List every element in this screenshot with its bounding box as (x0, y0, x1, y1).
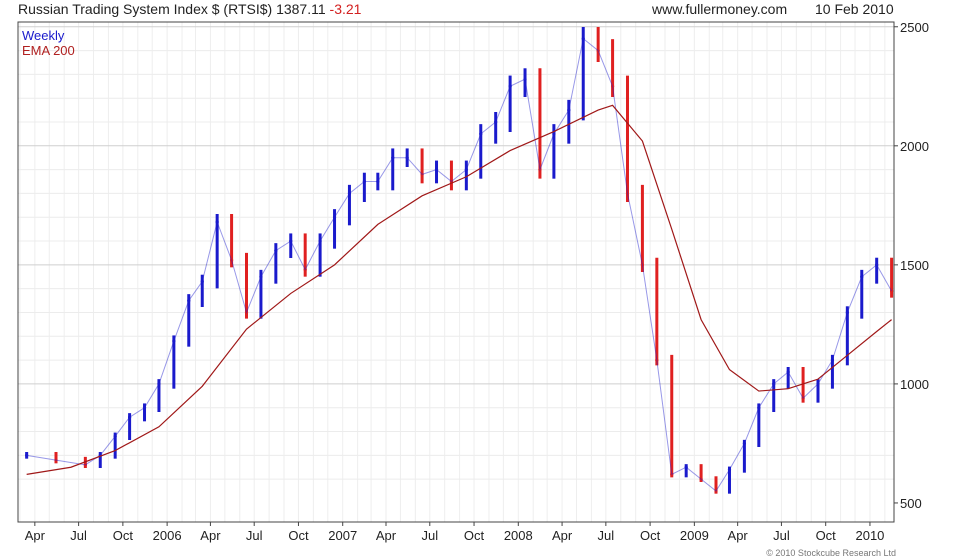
price-point (200, 279, 204, 284)
price-point (434, 168, 439, 172)
x-tick-label: Oct (113, 528, 134, 543)
price-point (757, 406, 761, 410)
x-tick-label: Jul (70, 528, 87, 543)
price-point (816, 382, 820, 386)
price-point (187, 298, 191, 303)
price-point (581, 37, 585, 41)
y-tick-label: 2000 (900, 139, 929, 154)
price-point (610, 84, 615, 88)
price-point (229, 258, 234, 262)
price-point (523, 77, 527, 81)
price-point (875, 263, 879, 267)
last-value: 1387.11 (276, 1, 326, 17)
x-tick-label: Apr (200, 528, 221, 543)
price-point (670, 472, 674, 476)
price-point (376, 179, 380, 184)
price-line (26, 37, 893, 492)
price-point (742, 441, 746, 446)
price-point (362, 179, 366, 184)
price-point (845, 310, 849, 315)
x-tick-label: 2008 (504, 528, 533, 543)
price-point (714, 489, 718, 493)
x-tick-label: Oct (816, 528, 837, 543)
x-tick-label: Jul (598, 528, 615, 543)
index-title: Russian Trading System Index $ (RTSI$) (18, 1, 273, 17)
chart-date: 10 Feb 2010 (815, 1, 894, 17)
price-point (405, 156, 409, 160)
price-point (172, 339, 176, 343)
price-point (801, 396, 805, 400)
price-point (113, 434, 117, 438)
price-point (25, 453, 29, 457)
price-point (420, 172, 424, 176)
x-tick-label: 2010 (855, 528, 884, 543)
x-tick-label: 2006 (153, 528, 182, 543)
price-point (318, 239, 322, 243)
legend-weekly: Weekly (22, 28, 65, 43)
y-tick-label: 2500 (900, 20, 929, 35)
x-tick-label: Apr (552, 528, 573, 543)
price-point (244, 310, 249, 315)
y-tick-label: 500 (900, 496, 922, 511)
price-point (699, 477, 703, 481)
price-point (772, 382, 776, 386)
price-point (289, 239, 293, 243)
price-point (830, 358, 835, 362)
copyright-note: © 2010 Stockcube Research Ltd (766, 548, 896, 558)
x-tick-label: Oct (288, 528, 309, 543)
chart-header: Russian Trading System Index $ (RTSI$) 1… (0, 0, 900, 20)
price-point (494, 120, 498, 124)
price-point (332, 215, 337, 219)
x-tick-label: Apr (25, 528, 46, 543)
price-point (128, 415, 132, 419)
price-point (274, 248, 278, 253)
price-point (567, 108, 571, 112)
change-value: -3.21 (329, 1, 362, 17)
y-tick-label: 1500 (900, 258, 929, 273)
x-tick-label: 2007 (328, 528, 357, 543)
price-point (54, 458, 58, 462)
y-tick-label: 1000 (900, 377, 929, 392)
price-point (625, 191, 630, 196)
chart-legend: Weekly EMA 200 (22, 28, 75, 58)
price-point (640, 263, 645, 267)
price-point (479, 132, 483, 136)
price-point (83, 463, 87, 467)
price-point (889, 289, 894, 293)
price-point (259, 275, 263, 279)
source-site: www.fullermoney.com (652, 1, 788, 17)
x-tick-label: Apr (728, 528, 749, 543)
price-point (860, 275, 864, 279)
x-tick-label: Apr (376, 528, 397, 543)
x-tick-label: 2009 (680, 528, 709, 543)
price-point (508, 84, 512, 88)
price-point (538, 168, 542, 172)
price-point (391, 156, 395, 160)
price-point (157, 382, 161, 386)
plot-frame (17, 21, 895, 523)
price-point (142, 406, 147, 410)
x-tick-label: Oct (464, 528, 485, 543)
x-tick-label: Jul (773, 528, 790, 543)
index-title-line: Russian Trading System Index $ (RTSI$) 1… (18, 1, 361, 17)
x-tick-label: Oct (640, 528, 661, 543)
price-point (684, 465, 688, 469)
legend-ema: EMA 200 (22, 43, 75, 58)
price-point (727, 468, 732, 472)
price-point (655, 358, 659, 362)
price-point (464, 168, 468, 172)
price-point (552, 132, 556, 136)
price-point (596, 48, 600, 53)
price-point (786, 370, 790, 374)
price-point (347, 191, 352, 196)
x-tick-label: Jul (246, 528, 263, 543)
ema-line (26, 104, 892, 475)
x-tick-label: Jul (421, 528, 438, 543)
price-point (303, 268, 307, 272)
price-point (215, 220, 219, 224)
